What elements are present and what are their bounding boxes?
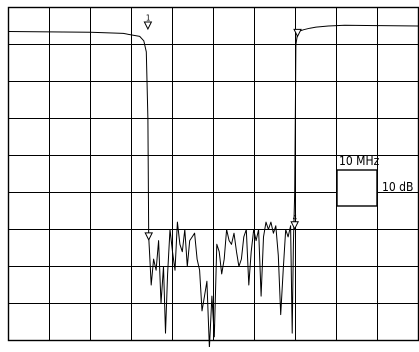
marker-4 <box>290 221 299 230</box>
grid <box>8 7 419 341</box>
trace-line-1 <box>8 24 419 349</box>
marker-2 <box>293 28 302 38</box>
marker-label: 1 <box>146 14 151 23</box>
trace-layer <box>8 24 419 349</box>
marker-label: 4 <box>293 213 298 222</box>
marker-1 <box>143 21 153 31</box>
amp-scale-label: 10 dB <box>382 180 413 194</box>
freq-scale-label: 10 MHz <box>339 154 380 168</box>
scale-box <box>336 169 378 207</box>
marker-3 <box>144 232 154 242</box>
marker-layer: 14 <box>143 14 302 242</box>
